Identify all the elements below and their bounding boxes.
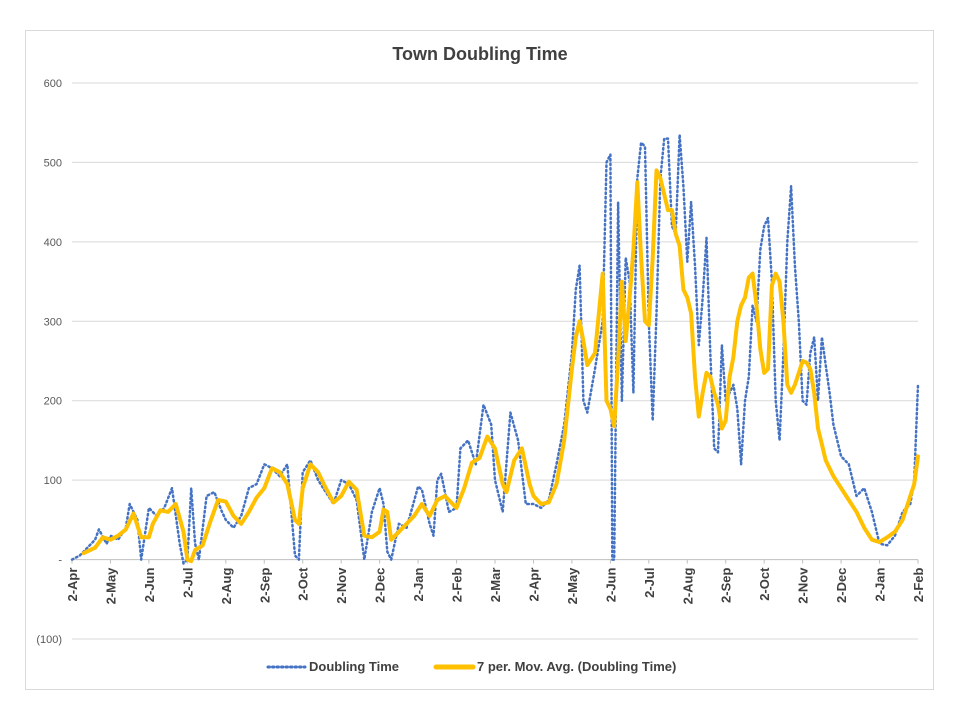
x-tick-label: 2-May — [565, 567, 580, 605]
legend: Doubling Time 7 per. Mov. Avg. (Doubling… — [266, 659, 676, 674]
chart-frame — [25, 30, 934, 690]
y-tick-label: 600 — [44, 78, 62, 90]
y-tick-label: 200 — [44, 396, 62, 408]
x-tick-label: 2-Jan — [411, 568, 426, 602]
x-axis: 2-Apr 2-May 2-Jun 2-Jul 2-Aug 2-Sep 2-Oct 2-Nov… — [65, 559, 926, 605]
x-tick-label: 2-Apr — [526, 568, 541, 602]
x-tick-label: 2-Mar — [488, 568, 503, 603]
x-tick-label: 2-Aug — [680, 568, 695, 605]
y-tick-label: (100) — [36, 634, 62, 646]
legend-label-moving-average: 7 per. Mov. Avg. (Doubling Time) — [477, 659, 676, 674]
x-tick-label: 2-Oct — [296, 567, 311, 601]
x-tick-label: 2-Sep — [257, 568, 272, 603]
x-tick-label: 2-Jun — [603, 568, 618, 603]
x-tick-label: 2-Feb — [450, 568, 465, 603]
x-tick-label: 2-Jul — [180, 568, 195, 598]
series-moving-average-line — [81, 168, 920, 564]
y-tick-label: 400 — [44, 237, 62, 249]
x-tick-label: 2-Sep — [719, 568, 734, 603]
legend-label-doubling-time: Doubling Time — [309, 659, 399, 674]
x-tick-label: 2-Feb — [911, 568, 926, 603]
x-tick-label: 2-Aug — [219, 568, 234, 605]
y-tick-label: 300 — [44, 316, 62, 328]
x-tick-label: 2-May — [103, 567, 118, 605]
x-tick-label: 2-Oct — [757, 567, 772, 601]
series-layer — [70, 133, 920, 565]
y-tick-label: 100 — [44, 475, 62, 487]
x-tick-label: 2-Dec — [373, 568, 388, 603]
x-tick-label: 2-Jun — [142, 568, 157, 603]
chart-title: Town Doubling Time — [392, 44, 568, 64]
y-tick-label: 500 — [44, 157, 62, 169]
y-axis: (100) - 100 200 300 400 500 600 — [36, 78, 62, 646]
series-doubling-time-line — [70, 133, 920, 565]
y-tick-label: - — [58, 555, 62, 567]
x-tick-label: 2-Jan — [873, 568, 888, 602]
gridlines — [72, 82, 918, 640]
x-tick-label: 2-Dec — [834, 568, 849, 603]
x-tick-label: 2-Apr — [65, 568, 80, 602]
x-tick-label: 2-Nov — [334, 567, 349, 604]
x-tick-label: 2-Jul — [642, 568, 657, 598]
x-tick-label: 2-Nov — [796, 567, 811, 604]
